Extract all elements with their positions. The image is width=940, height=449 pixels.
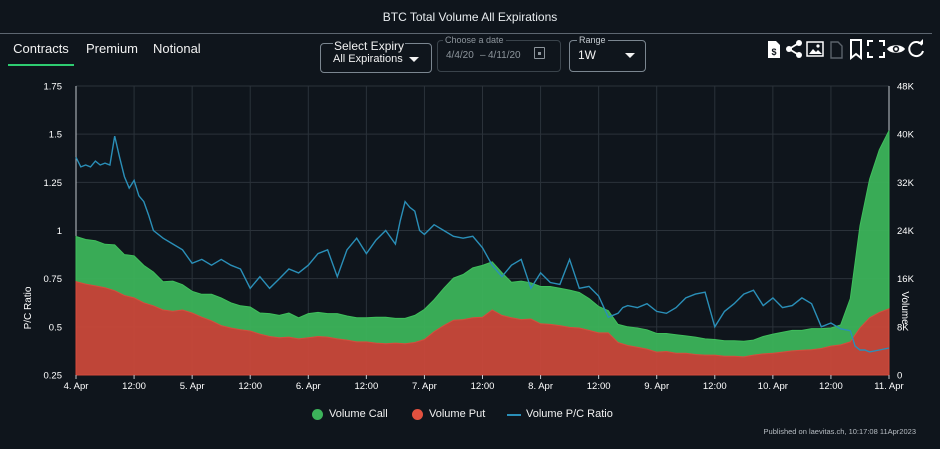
range-value: 1W [578,48,596,62]
x-tick-label: 4. Apr [64,381,89,392]
svg-text:$: $ [771,47,776,57]
x-tick-label: 10. Apr [758,381,788,392]
x-tick-label: 11. Apr [874,381,903,392]
x-tick-label: 12:00 [587,381,611,392]
date-to: 4/11/20 [488,50,521,61]
range-select[interactable]: Range 1W [569,35,646,72]
x-tick-label: 6. Apr [296,381,321,392]
date-separator: – [480,50,486,61]
x-tick-label: 9. Apr [644,381,669,392]
publish-footer: Published on laevitas.ch, 10:17:08 11Apr… [763,427,916,436]
left-axis-label: P/C Ratio [23,286,34,329]
right-tick-label: 32K [897,178,915,189]
right-tick-label: 16K [897,274,915,285]
right-tick-label: 40K [897,130,915,141]
refresh-icon[interactable] [906,38,926,60]
left-tick-label: 0.5 [49,322,62,333]
legend-label: Volume P/C Ratio [526,408,613,420]
date-from: 4/4/20 [446,50,474,61]
x-tick-label: 12:00 [703,381,727,392]
right-axis-label: Volume [899,291,910,325]
x-tick-label: 7. Apr [412,381,437,392]
legend-label: Volume Call [329,408,388,420]
left-axis-ticks: 0.25 0.5 0.75 1 1.25 1.5 1.75 [44,82,63,382]
chart-legend: Volume Call Volume Put Volume P/C Ratio [0,406,940,424]
title-divider [0,33,932,34]
expiry-label: Select Expiry [333,39,406,53]
volume-chart: 4. Apr 12:00 5. Apr 12:00 6. Apr 12:00 7. Apr 1… [23,82,915,393]
tab-contracts[interactable]: Contracts [8,36,74,66]
file-disabled-icon [826,38,846,60]
x-tick-label: 12:00 [471,381,495,392]
share-icon[interactable] [784,38,804,60]
legend-label: Volume Put [429,408,486,420]
x-tick-label: 12:00 [238,381,262,392]
right-axis-ticks: 0 8K 16K 24K 32K 40K 48K [897,82,915,382]
bookmark-icon[interactable] [846,38,866,60]
area-series [75,130,890,376]
legend-marker [507,414,521,416]
tab-premium[interactable]: Premium [86,41,139,56]
fullscreen-icon[interactable] [866,38,886,60]
range-label: Range [577,35,608,45]
expiry-value: All Expirations [333,53,403,65]
x-tick-label: 12:00 [354,381,378,392]
legend-marker [312,409,323,420]
right-tick-label: 48K [897,82,915,93]
eye-icon[interactable] [886,38,906,60]
x-tick-label: 8. Apr [528,381,553,392]
chart-title: BTC Total Volume All Expirations [382,10,558,24]
x-tick-label: 12:00 [122,381,146,392]
left-tick-label: 0.75 [44,274,63,285]
left-tick-label: 0.25 [44,371,63,382]
ratio-series [75,135,890,353]
left-tick-label: 1.75 [44,82,63,93]
left-tick-label: 1.5 [49,130,62,141]
left-tick-label: 1.25 [44,178,63,189]
right-tick-label: 24K [897,226,915,237]
right-tick-label: 8K [897,322,909,333]
calendar-icon[interactable] [534,47,545,59]
chevron-down-icon [625,53,635,58]
tab-notional[interactable]: Notional [153,41,201,56]
expiry-select[interactable]: Select Expiry All Expirations [320,39,432,73]
chevron-down-icon [409,57,419,62]
x-axis-ticks: 4. Apr 12:00 5. Apr 12:00 6. Apr 12:00 7. Apr 1… [64,375,904,392]
right-tick-label: 0 [897,371,902,382]
image-export-icon[interactable] [805,38,825,60]
area-volume-put [75,281,890,376]
x-tick-label: 5. Apr [180,381,205,392]
date-range-field[interactable]: Choose a date 4/4/20 – 4/11/20 [437,35,561,72]
dollar-doc-icon[interactable]: $ [764,38,784,60]
x-tick-label: 12:00 [819,381,843,392]
date-label: Choose a date [443,35,506,45]
legend-marker [412,409,423,420]
line-volume-pc-ratio [75,135,890,353]
left-tick-label: 1 [57,226,62,237]
